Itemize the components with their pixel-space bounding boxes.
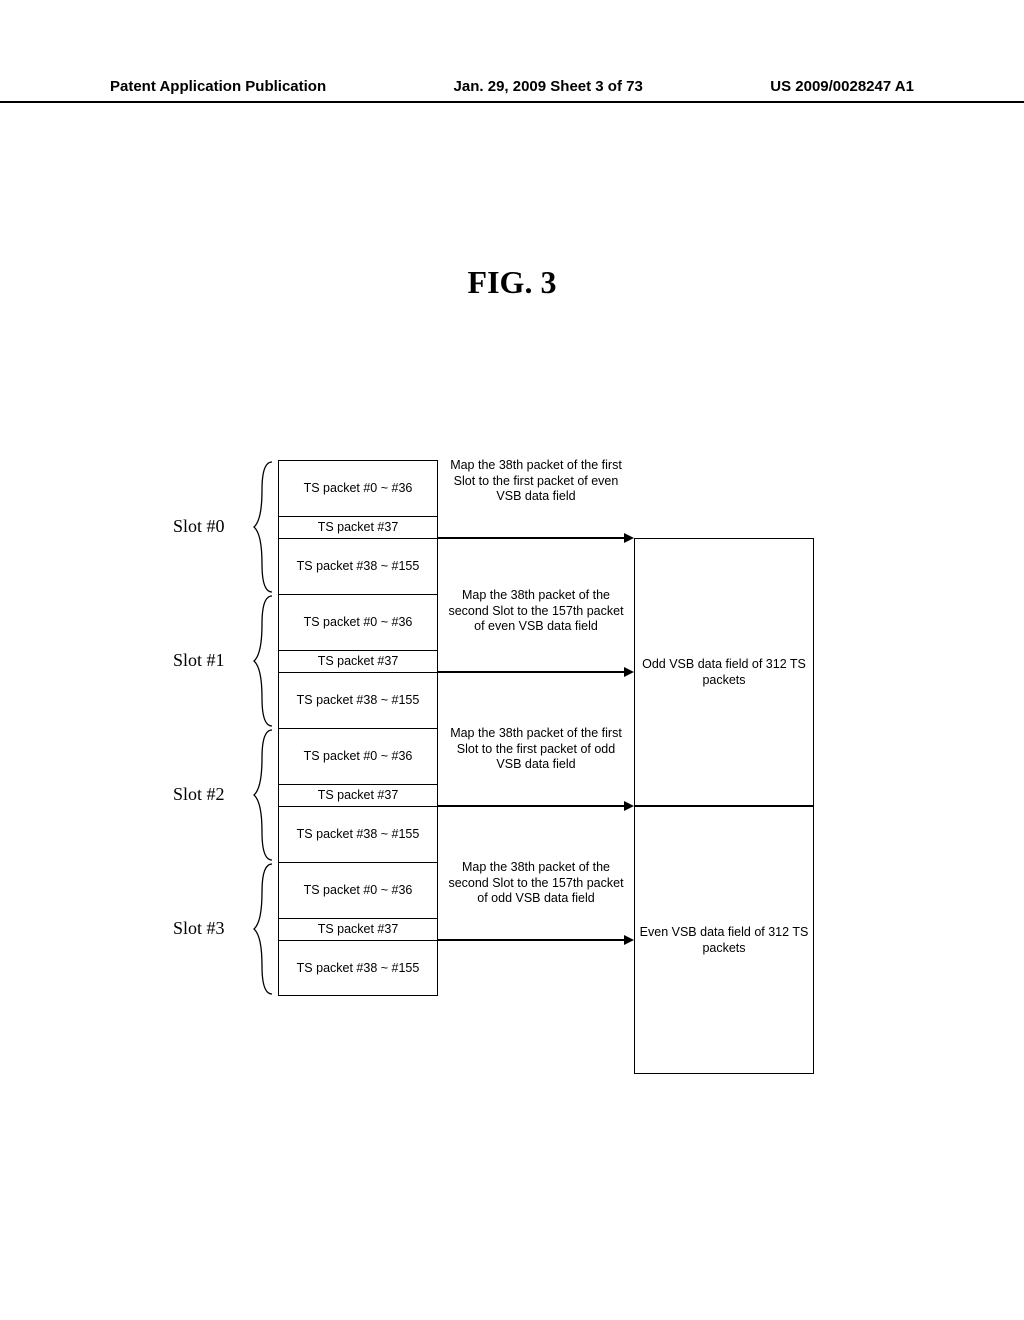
pkt-row: TS packet #0 ~ #36 xyxy=(278,594,438,650)
mapping-text: Map the 38th packet of the first Slot to… xyxy=(446,726,626,773)
pkt-row: TS packet #37 xyxy=(278,650,438,672)
header-center: Jan. 29, 2009 Sheet 3 of 73 xyxy=(454,78,643,95)
vsb-box-even: Even VSB data field of 312 TS packets xyxy=(634,806,814,1074)
slot-label-3: Slot #3 xyxy=(173,918,225,939)
vsb-box-odd: Odd VSB data field of 312 TS packets xyxy=(634,538,814,806)
pkt-row: TS packet #37 xyxy=(278,918,438,940)
pkt-row: TS packet #0 ~ #36 xyxy=(278,460,438,516)
pkt-row: TS packet #0 ~ #36 xyxy=(278,862,438,918)
mapping-text: Map the 38th packet of the first Slot to… xyxy=(446,458,626,505)
pkt-row: TS packet #38 ~ #155 xyxy=(278,538,438,594)
slot-label-2: Slot #2 xyxy=(173,784,225,805)
mapping-text: Map the 38th packet of the second Slot t… xyxy=(446,860,626,907)
pkt-row: TS packet #0 ~ #36 xyxy=(278,728,438,784)
pkt-row: TS packet #37 xyxy=(278,784,438,806)
header-left: Patent Application Publication xyxy=(110,78,326,95)
pkt-row: TS packet #38 ~ #155 xyxy=(278,806,438,862)
pkt-row: TS packet #38 ~ #155 xyxy=(278,672,438,728)
pkt-row: TS packet #37 xyxy=(278,516,438,538)
packet-column: TS packet #0 ~ #36 TS packet #37 TS pack… xyxy=(278,460,438,996)
slot-label-0: Slot #0 xyxy=(173,516,225,537)
figure-title: FIG. 3 xyxy=(0,264,1024,301)
slot-braces xyxy=(248,460,276,996)
slot-label-1: Slot #1 xyxy=(173,650,225,671)
mapping-text: Map the 38th packet of the second Slot t… xyxy=(446,588,626,635)
header-right: US 2009/0028247 A1 xyxy=(770,78,914,95)
pkt-row: TS packet #38 ~ #155 xyxy=(278,940,438,996)
patent-header: Patent Application Publication Jan. 29, … xyxy=(0,78,1024,103)
